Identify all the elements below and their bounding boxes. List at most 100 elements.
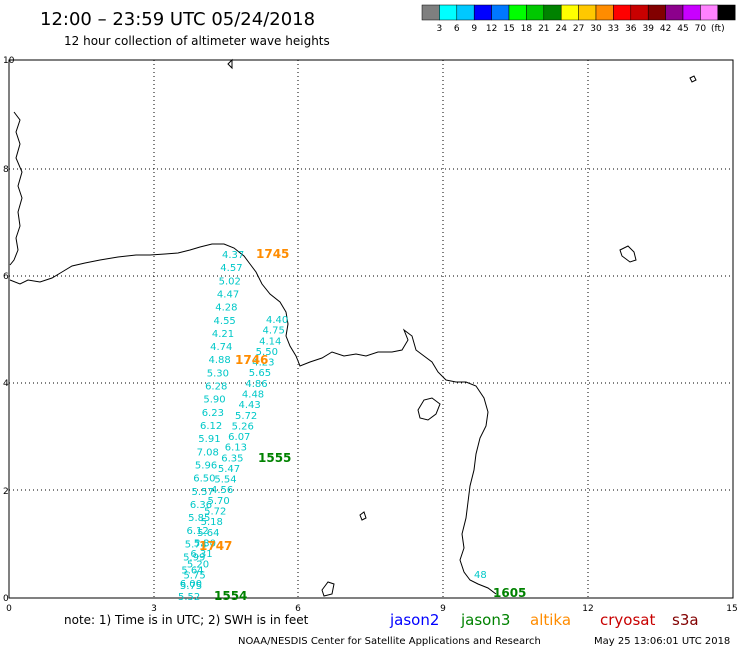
pass-time-label: 1747 xyxy=(199,539,232,553)
wave-height-label: 5.54 xyxy=(214,475,236,486)
y-tick-label: 4 xyxy=(3,379,9,389)
wave-height-label: 4.37 xyxy=(222,250,244,261)
wave-height-label: 4.55 xyxy=(214,316,236,327)
wave-height-label: 5.72 xyxy=(235,411,257,422)
legend-label: 9 xyxy=(471,24,477,34)
wave-height-label: 4.86 xyxy=(245,379,267,390)
wave-height-label: 5.52 xyxy=(178,592,200,603)
color-scale-legend: 3 6 9 12 15 18 21 24 27 30 33 36 39 42 45 70 (ft) xyxy=(421,4,736,34)
wave-height-label: 5.64 xyxy=(181,566,203,577)
x-tick-label: 0 xyxy=(6,604,12,614)
x-tick-label: 15 xyxy=(726,604,737,614)
legend-swatch xyxy=(560,4,579,21)
legend-label: 42 xyxy=(660,24,671,34)
wave-height-label: 6.35 xyxy=(221,453,243,464)
legend-swatch xyxy=(473,4,492,21)
legend-label: 6 xyxy=(454,24,460,34)
coastline xyxy=(9,58,697,597)
x-tick-label: 3 xyxy=(151,604,157,614)
wave-height-labels: 4.37 4.57 5.02 4.47 4.28 4.55 4.21 4.74 4.88 5.30… xyxy=(178,250,487,603)
x-tick-label: 6 xyxy=(295,604,301,614)
y-tick-label: 2 xyxy=(3,487,9,497)
legend-swatch xyxy=(717,4,736,21)
map-subtitle: 12 hour collection of altimeter wave hei… xyxy=(64,34,330,48)
y-tick-label: 8 xyxy=(3,165,9,175)
island-northeast xyxy=(689,75,697,83)
satellite-legend-cryosat: cryosat xyxy=(600,611,655,629)
wave-height-label: 4.57 xyxy=(220,263,242,274)
legend-swatch xyxy=(630,4,649,21)
legend-swatch xyxy=(700,4,719,21)
legend-label: 45 xyxy=(677,24,688,34)
wave-height-label: 4.40 xyxy=(266,315,288,326)
x-tick-label: 9 xyxy=(440,604,446,614)
x-tick-label: 12 xyxy=(582,604,593,614)
legend-label: 30 xyxy=(590,24,602,34)
wave-height-label: 5.74 xyxy=(185,539,207,550)
pass-time-label: 1746 xyxy=(235,353,268,367)
wave-height-label: 5.02 xyxy=(219,276,241,287)
footnote: note: 1) Time is in UTC; 2) SWH is in fe… xyxy=(64,613,309,627)
y-tick-label: 0 xyxy=(3,594,9,604)
wave-height-label: 5.26 xyxy=(232,421,254,432)
wave-height-label: 5.20 xyxy=(187,560,209,571)
legend-label: 36 xyxy=(625,24,637,34)
legend-label: 33 xyxy=(608,24,619,34)
wave-height-label: 5.30 xyxy=(207,368,229,379)
wave-height-label: 5.70 xyxy=(208,496,230,507)
legend-swatch xyxy=(647,4,666,21)
legend-swatch xyxy=(491,4,510,21)
wave-height-label: 6.13 xyxy=(225,443,247,454)
legend-label: (ft) xyxy=(711,24,725,34)
legend-swatch xyxy=(421,4,440,21)
pass-time-labels: 1554 1555 1605 1745 1746 1747 xyxy=(199,247,526,603)
wave-height-label: 4.21 xyxy=(212,329,234,340)
wave-height-label: 5.57 xyxy=(192,487,214,498)
satellite-legend: jason2 jason3 altika cryosat s3a xyxy=(389,611,699,629)
legend-label: 27 xyxy=(573,24,584,34)
wave-height-label: 6.23 xyxy=(202,408,224,419)
pass-time-label: 1605 xyxy=(493,586,526,600)
wave-height-label: 4.75 xyxy=(263,326,285,337)
wave-height-label: 5.75 xyxy=(183,570,205,581)
wave-height-label: 5.50 xyxy=(256,347,278,358)
map-title: 12:00 – 23:59 UTC 05/24/2018 xyxy=(40,9,315,30)
legend-swatch xyxy=(526,4,545,21)
island-far-east xyxy=(619,245,637,263)
legend-label: 12 xyxy=(486,24,497,34)
wave-height-label: 5.30 xyxy=(194,538,216,549)
grid-lines xyxy=(9,60,733,598)
x-tick-labels: 0 3 6 9 12 15 xyxy=(6,604,738,614)
legend-label: 70 xyxy=(695,24,707,34)
coastline-main xyxy=(9,243,497,595)
wave-height-label: 4.74 xyxy=(210,342,232,353)
legend-swatch xyxy=(682,4,701,21)
pass-time-label: 1554 xyxy=(214,589,247,603)
wave-height-label: 5.90 xyxy=(203,395,225,406)
wave-height-label: 4.14 xyxy=(259,336,281,347)
wave-height-label: 4.23 xyxy=(252,358,274,369)
legend-swatch xyxy=(665,4,684,21)
wave-height-label: 7.08 xyxy=(197,447,219,458)
wave-height-label: 5.99 xyxy=(183,553,205,564)
wave-height-label: 6.28 xyxy=(205,382,227,393)
coastline-west-edge xyxy=(9,111,23,266)
legend-swatch xyxy=(595,4,614,21)
legend-label: 15 xyxy=(503,24,514,34)
y-tick-labels: 0 2 4 6 8 10 xyxy=(3,56,15,604)
island-east-gulf xyxy=(417,397,441,421)
plot-frame xyxy=(8,59,734,599)
wave-height-label: 6.12 xyxy=(200,421,222,432)
wave-height-label: 5.72 xyxy=(204,507,226,518)
wave-height-label: 5.18 xyxy=(201,517,223,528)
wave-height-label: 5.91 xyxy=(198,434,220,445)
island-north xyxy=(227,58,233,70)
legend-swatch xyxy=(543,4,562,21)
wave-height-label: 6.36 xyxy=(190,500,212,511)
satellite-legend-s3a: s3a xyxy=(672,611,699,629)
pass-time-label: 1745 xyxy=(256,247,289,261)
wave-height-label: 6.12 xyxy=(186,526,208,537)
satellite-legend-jason3: jason3 xyxy=(460,611,510,629)
